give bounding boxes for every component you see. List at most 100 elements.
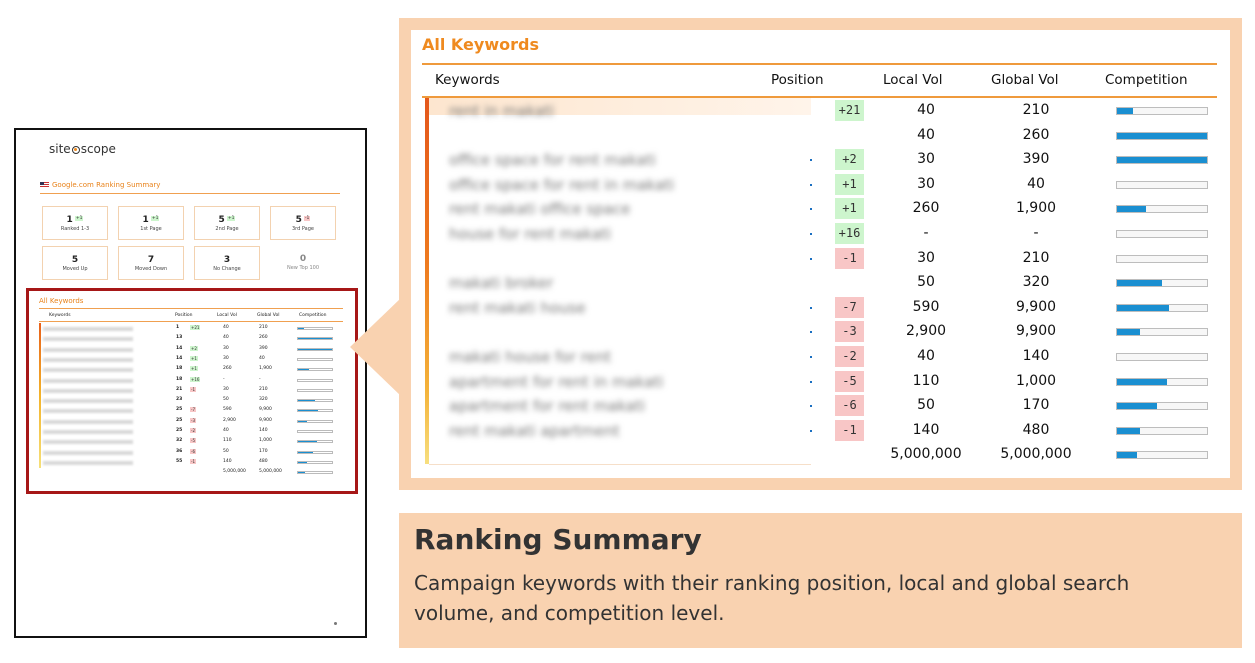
blurred-keyword xyxy=(43,368,133,373)
competition-fill xyxy=(298,400,315,402)
row-global-vol: 9,900 xyxy=(259,417,272,423)
row-local-vol: 50 xyxy=(917,397,935,414)
competition-fill xyxy=(1117,157,1207,164)
competition-fill xyxy=(1117,329,1140,336)
competition-bar xyxy=(297,337,333,341)
summary-card: 5 Moved Up xyxy=(42,246,108,280)
row-global-vol: 1,000 xyxy=(259,438,272,444)
row-change-badge: -2 xyxy=(190,428,196,433)
competition-bar xyxy=(297,378,333,382)
blurred-keyword xyxy=(43,378,133,383)
competition-bar xyxy=(297,347,333,351)
competition-bar xyxy=(1116,279,1208,288)
card-value: 3 xyxy=(223,255,231,265)
competition-fill xyxy=(298,348,332,350)
competition-fill xyxy=(298,369,309,371)
competition-bar xyxy=(297,399,333,403)
thumb-header-position: Position xyxy=(175,313,193,318)
row-global-vol: 9,900 xyxy=(1015,323,1057,340)
row-local-vol: 140 xyxy=(912,421,940,438)
competition-fill xyxy=(298,461,307,463)
blurred-keyword: office space for rent in makati xyxy=(449,175,675,194)
summary-card: 3 No Change xyxy=(194,246,260,280)
competition-bar xyxy=(1116,156,1208,165)
caption-text: Campaign keywords with their ranking pos… xyxy=(414,571,1130,625)
header-global-vol: Global Vol xyxy=(991,72,1059,88)
row-local-vol: 30 xyxy=(917,151,935,168)
competition-bar xyxy=(1116,426,1208,435)
row-local-vol: 30 xyxy=(917,249,935,266)
row-local-vol: 5,000,000 xyxy=(890,446,962,463)
row-local-vol: 30 xyxy=(223,355,229,361)
competition-fill xyxy=(1117,452,1137,459)
competition-fill xyxy=(1117,206,1146,213)
competition-fill xyxy=(298,451,313,453)
row-change-badge: -3 xyxy=(190,417,196,423)
competition-bar xyxy=(297,409,333,413)
row-position: 14 xyxy=(176,345,183,351)
row-global-vol: 210 xyxy=(259,325,268,330)
table-row: office space for rent makati +2 30 390 xyxy=(411,149,1230,173)
row-global-vol: 170 xyxy=(1022,397,1050,414)
row-position: 25 xyxy=(176,407,183,413)
row-local-vol: 110 xyxy=(223,438,232,444)
row-local-vol: 140 xyxy=(223,458,232,464)
row-global-vol: 9,900 xyxy=(1015,298,1057,315)
row-local-vol: 260 xyxy=(912,200,940,217)
blurred-keyword xyxy=(43,327,133,331)
row-local-vol: 5,000,000 xyxy=(223,469,246,475)
competition-bar xyxy=(1116,254,1208,263)
row-global-vol: 390 xyxy=(259,345,268,351)
table-row: 18 +16 - - xyxy=(29,376,359,386)
blurred-keyword xyxy=(43,399,133,404)
blurred-keyword xyxy=(43,440,133,445)
competition-bar xyxy=(297,357,333,361)
header-local-vol: Local Vol xyxy=(883,72,943,88)
position-change-badge: -1 xyxy=(835,419,864,441)
row-global-vol: 40 xyxy=(1027,175,1045,192)
competition-fill xyxy=(298,420,307,422)
card-label: Ranked 1-3 xyxy=(60,226,90,232)
competition-fill xyxy=(298,328,305,329)
page-number-dot xyxy=(334,622,337,625)
blurred-keyword: house for rent makati xyxy=(449,225,612,243)
row-global-vol: 390 xyxy=(1022,151,1050,168)
blurred-keyword xyxy=(43,409,133,414)
competition-fill xyxy=(298,338,332,340)
table-row: 32 -5 110 1,000 xyxy=(29,437,359,447)
competition-bar xyxy=(1116,230,1208,238)
row-local-vol: 590 xyxy=(912,298,940,315)
table-row: apartment for rent makati -6 50 170 xyxy=(411,395,1230,419)
position-marker xyxy=(810,208,812,211)
position-change-badge: -5 xyxy=(835,370,864,392)
us-flag-icon xyxy=(40,182,49,188)
blurred-keyword: rent makati house xyxy=(449,298,586,317)
summary-card: 0 New Top 100 xyxy=(270,246,336,280)
header-position: Position xyxy=(771,72,824,88)
card-change-badge: +1 xyxy=(150,216,160,221)
table-row: 21 -1 30 210 xyxy=(29,386,359,396)
row-position: 21 xyxy=(176,386,183,392)
competition-fill xyxy=(1117,378,1167,385)
row-change-badge: -6 xyxy=(190,448,196,454)
table-row: makati broker 50 320 xyxy=(411,272,1230,296)
divider xyxy=(422,96,1217,98)
thumb-header-global: Global Vol xyxy=(257,313,280,318)
divider xyxy=(429,464,811,465)
logo-o-icon xyxy=(71,146,80,154)
competition-bar xyxy=(1116,377,1208,386)
row-global-vol: 40 xyxy=(259,355,265,361)
card-value: 0 xyxy=(299,254,307,264)
table-row: 25 -2 40 140 xyxy=(29,427,359,437)
blurred-keyword: rent makati apartment xyxy=(449,421,620,440)
row-global-vol: 480 xyxy=(259,458,268,464)
blurred-keyword: apartment for rent in makati xyxy=(449,372,664,391)
row-change-badge: +21 xyxy=(190,325,201,330)
blurred-keyword: rent in makati xyxy=(449,102,555,120)
row-position: 18 xyxy=(176,376,183,382)
competition-bar xyxy=(1116,402,1208,411)
competition-bar xyxy=(297,419,333,423)
summary-card: 1 +1 1st Page xyxy=(118,206,184,240)
position-marker xyxy=(810,257,812,260)
competition-bar xyxy=(1116,353,1208,361)
